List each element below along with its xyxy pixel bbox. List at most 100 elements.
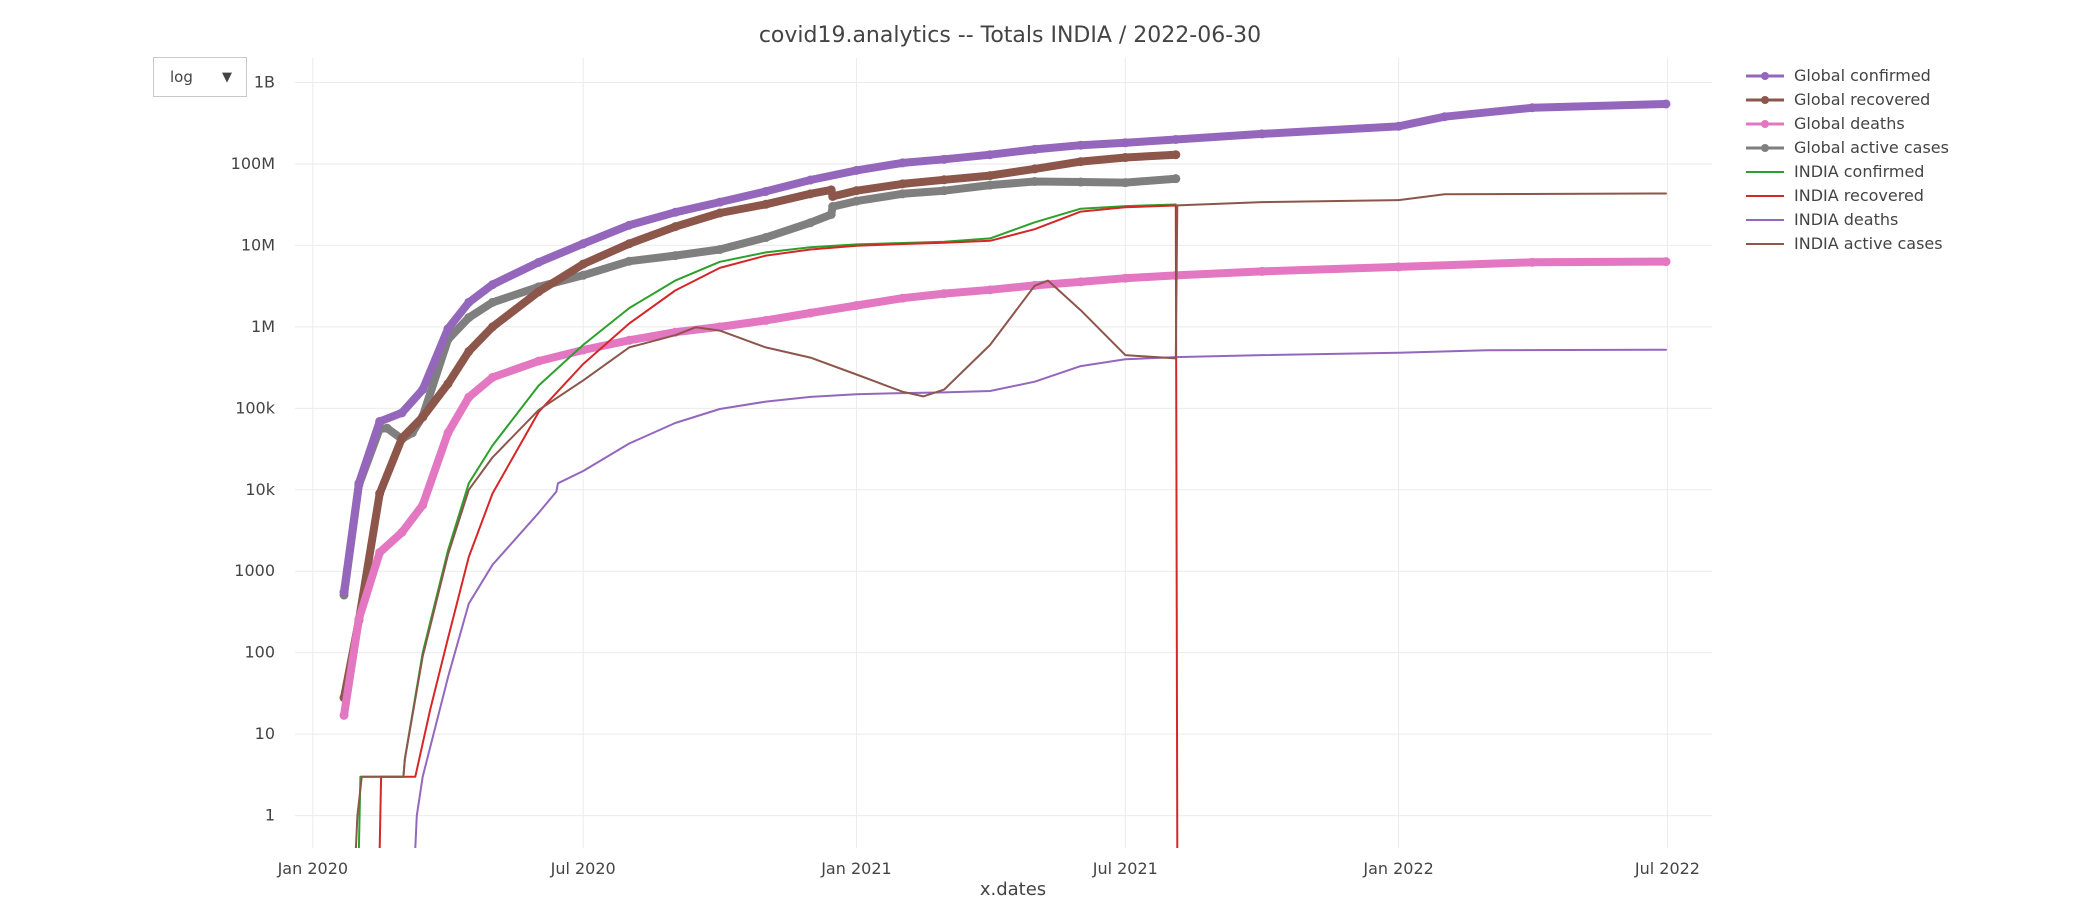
legend-label: INDIA confirmed — [1794, 162, 1924, 181]
data-point-global-confirmed — [1171, 134, 1181, 144]
data-point-global-confirmed — [624, 220, 634, 230]
y-tick-label: 100k — [235, 398, 276, 417]
series-line-india-confirmed — [357, 203, 1177, 848]
data-point-global-confirmed — [1440, 112, 1450, 122]
data-point-global-deaths — [488, 372, 498, 382]
data-point-global-active-cases — [826, 209, 836, 219]
data-point-global-confirmed — [339, 587, 349, 597]
data-point-global-deaths — [939, 289, 949, 299]
data-point-global-recovered — [715, 208, 725, 218]
data-point-global-active-cases — [985, 180, 995, 190]
data-point-global-recovered — [1171, 150, 1181, 160]
series-line-global-deaths — [340, 257, 1670, 720]
y-axis: 1 10 100 1000 10k 100k 1M 10M 100M 1B — [231, 73, 276, 825]
series-line-india-active-cases — [354, 192, 1667, 848]
data-point-global-recovered — [851, 186, 861, 196]
data-point-global-active-cases — [1171, 174, 1181, 184]
x-tick-label: Jul 2021 — [1092, 859, 1158, 878]
data-point-global-deaths — [443, 428, 453, 438]
data-point-global-recovered — [375, 489, 385, 499]
y-tick-label: 100M — [231, 154, 275, 173]
series-india-confirmed — [357, 203, 1177, 848]
data-point-global-deaths — [534, 356, 544, 366]
data-point-global-active-cases — [851, 196, 861, 206]
data-point-global-deaths — [851, 300, 861, 310]
data-point-global-confirmed — [1076, 140, 1086, 150]
data-point-global-deaths — [715, 322, 725, 332]
data-point-global-recovered — [534, 287, 544, 297]
x-axis-label: x.dates — [980, 879, 1046, 900]
series-global-confirmed — [339, 99, 1671, 597]
legend-item-global-active-cases[interactable]: Global active cases — [1746, 138, 1949, 157]
scale-selector-value: log — [170, 68, 193, 86]
legend-item-global-recovered[interactable]: Global recovered — [1746, 90, 1930, 109]
data-point-global-confirmed — [1257, 129, 1267, 139]
y-tick-label: 1M — [251, 317, 275, 336]
x-tick-label: Jan 2022 — [1362, 859, 1433, 878]
legend: Global confirmed Global recovered Global d… — [1746, 66, 1949, 253]
data-point-global-confirmed — [1030, 144, 1040, 154]
data-point-global-recovered — [939, 175, 949, 185]
data-point-global-recovered — [624, 239, 634, 249]
data-point-global-deaths — [418, 500, 428, 510]
data-point-global-active-cases — [1076, 177, 1086, 187]
data-point-global-active-cases — [1120, 178, 1130, 188]
y-tick-label: 10M — [241, 235, 275, 254]
x-tick-label: Jan 2020 — [277, 859, 348, 878]
data-point-global-recovered — [670, 222, 680, 232]
data-point-global-deaths — [464, 392, 474, 402]
data-point-global-active-cases — [670, 251, 680, 261]
legend-label: Global recovered — [1794, 90, 1930, 109]
data-point-global-confirmed — [851, 165, 861, 175]
legend-item-global-confirmed[interactable]: Global confirmed — [1746, 66, 1931, 85]
data-point-global-active-cases — [382, 423, 392, 433]
series-global-active-cases — [339, 174, 1181, 600]
data-point-global-recovered — [1076, 157, 1086, 167]
legend-item-india-recovered[interactable]: INDIA recovered — [1746, 186, 1924, 205]
chart-title: covid19.analytics -- Totals INDIA / 2022… — [759, 23, 1261, 48]
data-point-global-deaths — [624, 335, 634, 345]
series-india-active-cases — [354, 192, 1667, 848]
x-tick-label: Jul 2020 — [550, 859, 616, 878]
data-point-global-deaths — [339, 710, 349, 720]
legend-label: INDIA deaths — [1794, 210, 1898, 229]
data-point-global-active-cases — [761, 233, 771, 243]
y-tick-label: 10 — [255, 724, 275, 743]
data-point-global-deaths — [354, 614, 364, 624]
data-point-global-recovered — [464, 346, 474, 356]
data-point-global-deaths — [985, 285, 995, 295]
data-point-global-deaths — [761, 315, 771, 325]
legend-item-india-confirmed[interactable]: INDIA confirmed — [1746, 162, 1924, 181]
data-point-global-recovered — [488, 322, 498, 332]
data-point-global-confirmed — [715, 197, 725, 207]
data-point-global-active-cases — [488, 297, 498, 307]
data-point-global-confirmed — [1527, 103, 1537, 113]
data-point-global-recovered — [897, 179, 907, 189]
legend-item-india-deaths[interactable]: INDIA deaths — [1746, 210, 1898, 229]
data-point-global-deaths — [897, 293, 907, 303]
data-point-global-confirmed — [488, 280, 498, 290]
series-line-india-deaths — [414, 348, 1667, 848]
y-tick-label: 1 — [265, 806, 275, 825]
data-point-global-deaths — [397, 527, 407, 537]
scale-selector[interactable]: log ▼ — [153, 57, 247, 97]
data-point-global-recovered — [578, 259, 588, 269]
y-tick-label: 1000 — [234, 561, 275, 580]
series-line-global-confirmed — [340, 100, 1670, 597]
data-point-global-recovered — [985, 171, 995, 181]
data-point-global-confirmed — [939, 154, 949, 164]
legend-item-global-deaths[interactable]: Global deaths — [1746, 114, 1905, 133]
x-axis: Jan 2020 Jul 2020 Jan 2021 Jul 2021 Jan 2022… — [277, 859, 1700, 878]
data-point-global-confirmed — [354, 478, 364, 488]
legend-label: Global deaths — [1794, 114, 1905, 133]
legend-label: Global active cases — [1794, 138, 1949, 157]
legend-label: INDIA active cases — [1794, 234, 1943, 253]
series-global-recovered — [339, 150, 1181, 703]
data-point-global-recovered — [397, 433, 407, 443]
y-tick-label: 100 — [244, 643, 275, 662]
data-point-global-confirmed — [1394, 121, 1404, 131]
data-point-global-deaths — [1394, 262, 1404, 272]
legend-item-india-active-cases[interactable]: INDIA active cases — [1746, 234, 1943, 253]
data-point-global-confirmed — [1120, 138, 1130, 148]
data-point-global-active-cases — [624, 256, 634, 266]
